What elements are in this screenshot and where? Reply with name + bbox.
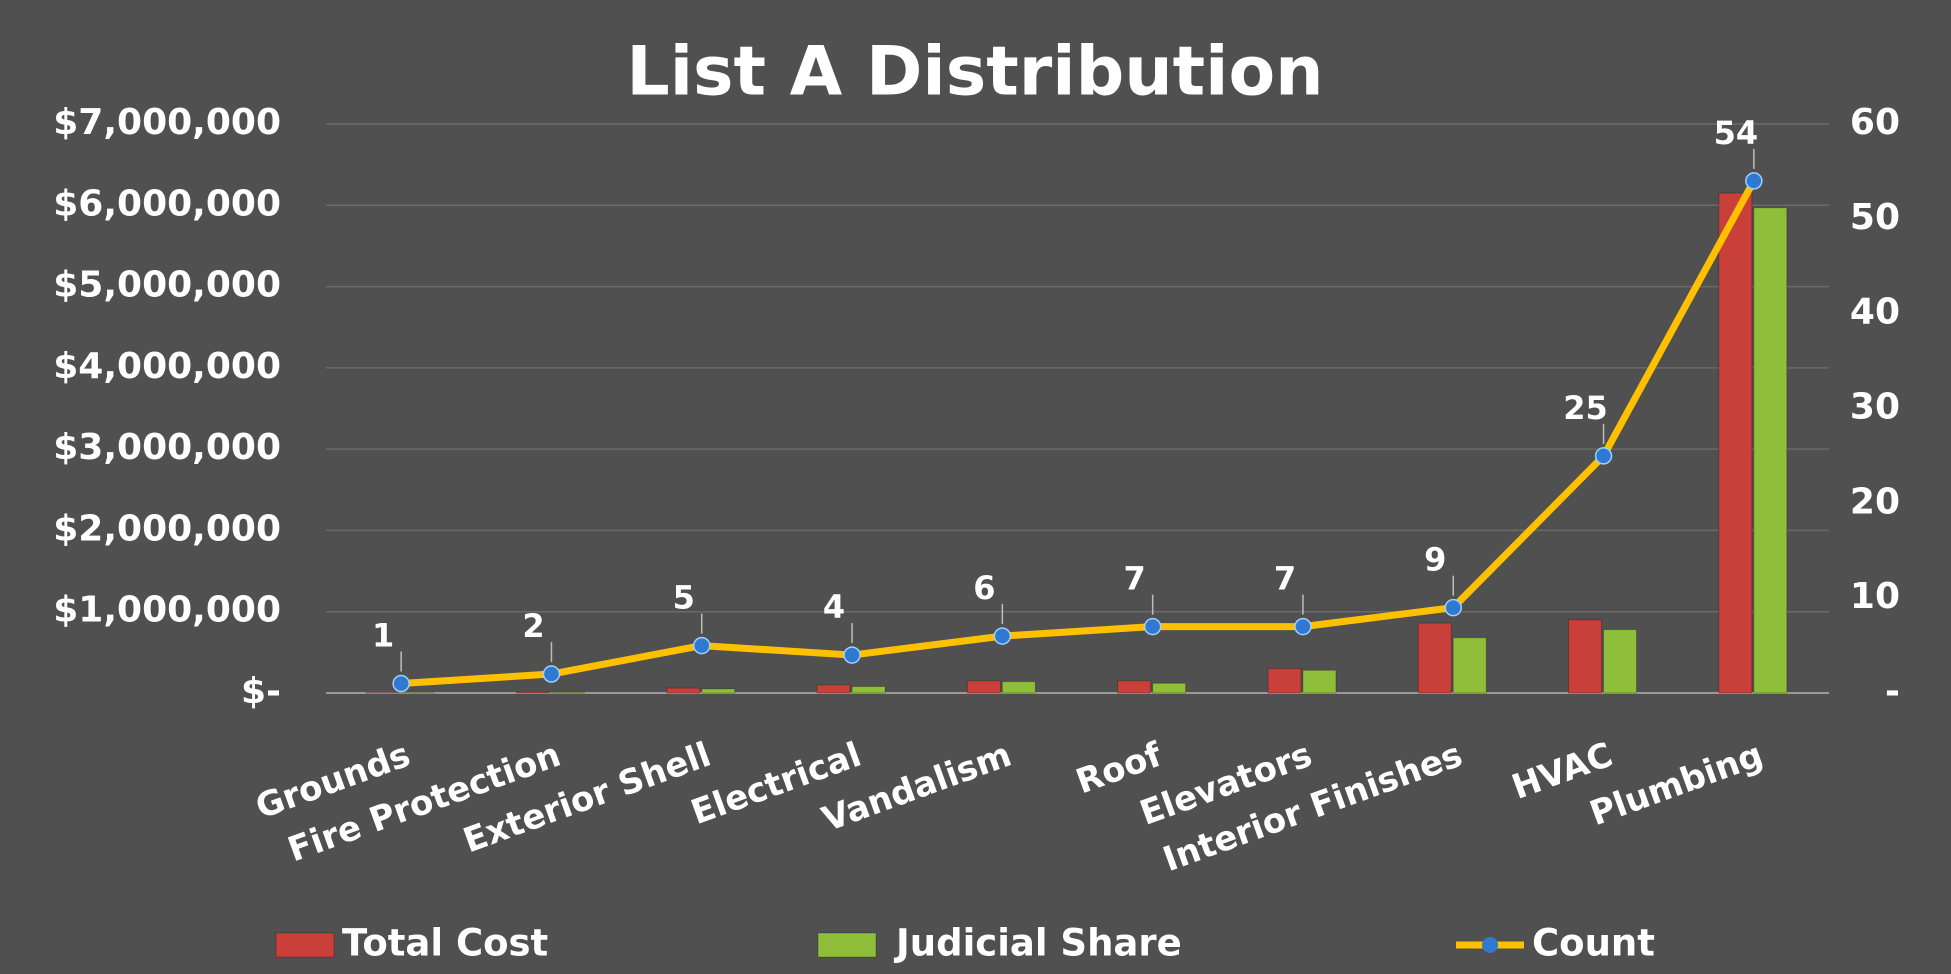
marker — [693, 636, 711, 655]
legend-swatch — [817, 932, 877, 958]
bar — [701, 688, 736, 694]
bar — [1152, 682, 1187, 694]
y2-tick-label: 10 — [1850, 576, 1900, 617]
bar — [1267, 668, 1302, 694]
marker — [1745, 172, 1763, 190]
marker — [392, 674, 410, 693]
bar — [1117, 680, 1152, 694]
data-label: 4 — [823, 588, 845, 626]
y2-tick-label: 30 — [1850, 387, 1900, 428]
bar — [1001, 681, 1036, 694]
legend-marker — [1482, 937, 1498, 953]
data-label: 54 — [1714, 114, 1759, 152]
bar — [1417, 622, 1452, 694]
y2-tick-label: 20 — [1850, 481, 1900, 522]
marker — [1444, 598, 1462, 617]
y2-tick-label: - — [1885, 671, 1900, 712]
legend-label: Judicial Share — [893, 922, 1182, 965]
bar — [1568, 619, 1603, 694]
bar — [550, 691, 585, 694]
chart-title: List A Distribution — [626, 33, 1323, 112]
bar — [1452, 637, 1487, 694]
legend-swatch — [275, 932, 335, 958]
y2-tick-label: 60 — [1850, 102, 1900, 143]
y-tick-label: $- — [241, 671, 281, 712]
y2-tick-label: 40 — [1850, 292, 1900, 333]
data-label: 7 — [1274, 560, 1296, 598]
bar — [1603, 629, 1638, 694]
y2-tick-label: 50 — [1850, 197, 1900, 238]
marker — [1594, 447, 1613, 465]
data-label: 5 — [673, 579, 695, 617]
line — [400, 179, 1757, 688]
data-label: 2 — [522, 607, 544, 645]
legend-label: Count — [1532, 922, 1655, 965]
data-label: 6 — [973, 569, 995, 607]
data-label: 9 — [1424, 541, 1446, 579]
bar — [966, 680, 1001, 694]
y-tick-label: $1,000,000 — [53, 590, 281, 631]
data-label: 25 — [1563, 389, 1608, 427]
y-tick-label: $2,000,000 — [53, 508, 281, 549]
y-tick-label: $3,000,000 — [53, 427, 281, 468]
bar — [851, 685, 886, 694]
data-label: 7 — [1124, 560, 1146, 598]
y-tick-label: $5,000,000 — [53, 265, 281, 306]
bar — [816, 684, 851, 694]
marker — [843, 646, 861, 664]
bar — [515, 691, 550, 694]
y-tick-label: $7,000,000 — [53, 102, 281, 143]
marker — [542, 665, 561, 683]
bar — [1753, 207, 1788, 694]
bar — [1302, 669, 1337, 694]
marker — [1294, 617, 1312, 636]
data-label: 1 — [372, 617, 394, 655]
bar — [666, 687, 701, 694]
y-tick-label: $4,000,000 — [53, 346, 281, 387]
legend-label: Total Cost — [342, 922, 548, 965]
marker — [1143, 617, 1162, 636]
y-tick-label: $6,000,000 — [53, 183, 281, 224]
bar — [1718, 192, 1753, 694]
marker — [993, 627, 1012, 645]
